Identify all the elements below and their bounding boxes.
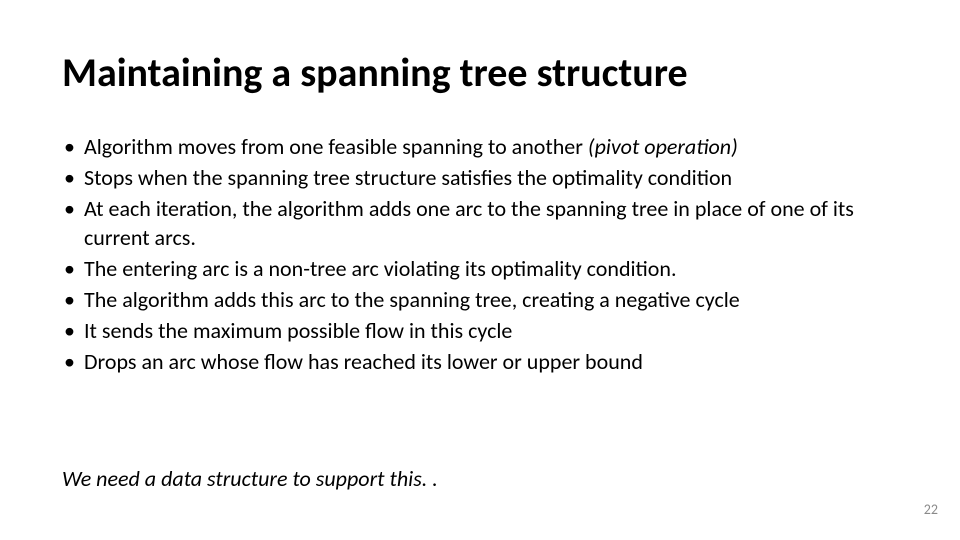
slide-title: Maintaining a spanning tree structure [62,50,898,96]
list-item: It sends the maximum possible flow in th… [62,316,898,345]
slide: Maintaining a spanning tree structure Al… [0,0,960,540]
bullet-text: The entering arc is a non-tree arc viola… [84,255,677,282]
list-item: Stops when the spanning tree structure s… [62,163,898,192]
bullet-text: The algorithm adds this arc to the spann… [84,286,740,313]
list-item: Drops an arc whose flow has reached its … [62,347,898,376]
page-number: 22 [924,501,938,518]
bullet-text-italic: (pivot operation) [588,133,738,160]
bullet-text: Drops an arc whose flow has reached its … [84,348,643,375]
bullet-text: It sends the maximum possible flow in th… [84,317,512,344]
list-item: Algorithm moves from one feasible spanni… [62,132,898,161]
bullet-text: At each iteration, the algorithm adds on… [84,195,854,251]
bullet-text: Stops when the spanning tree structure s… [84,164,732,191]
list-item: The entering arc is a non-tree arc viola… [62,254,898,283]
bullet-text: Algorithm moves from one feasible spanni… [84,133,588,160]
list-item: The algorithm adds this arc to the spann… [62,285,898,314]
footer-text: We need a data structure to support this… [62,465,438,492]
list-item: At each iteration, the algorithm adds on… [62,194,898,252]
bullet-list: Algorithm moves from one feasible spanni… [62,132,898,376]
